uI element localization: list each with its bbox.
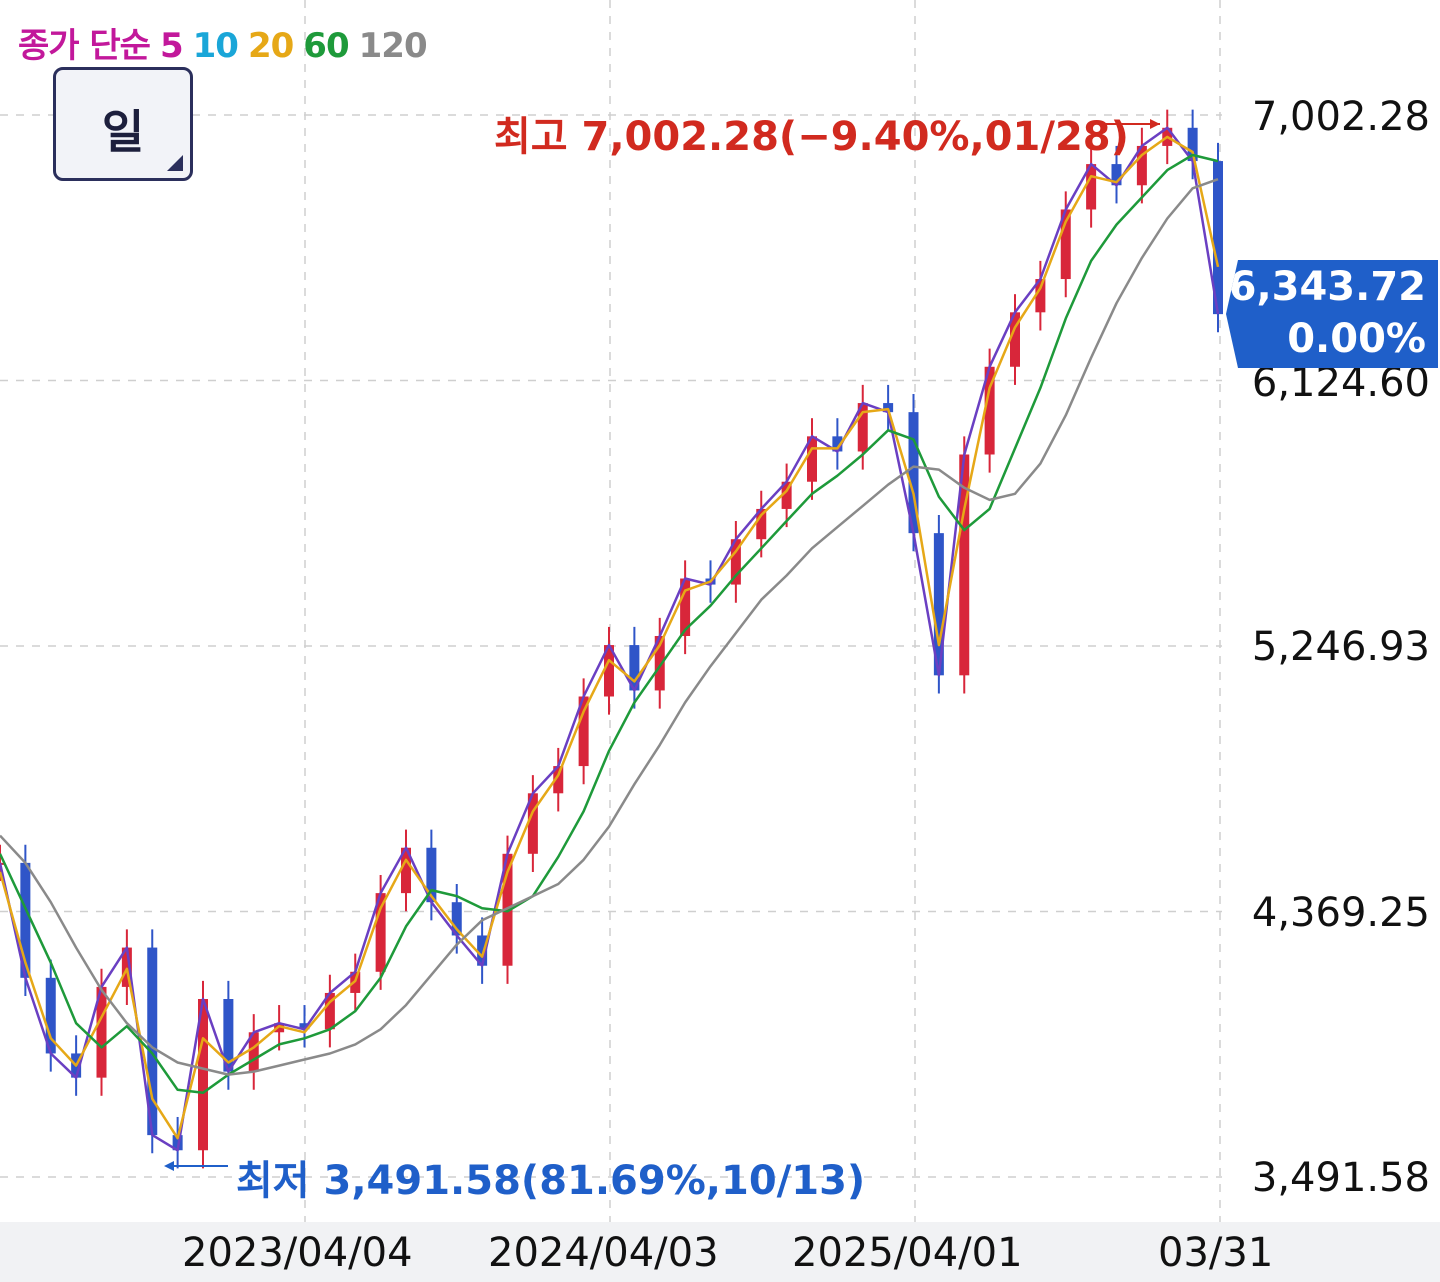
x-tick-label: 03/31 [1158,1230,1274,1276]
candle-body [20,862,31,978]
y-tick-label: 5,246.93 [1251,624,1430,670]
candle-body [959,454,970,676]
y-tick-label: 3,491.58 [1251,1155,1430,1201]
candle-body [426,847,437,903]
current-price-badge: 6,343.72 0.00% [1226,260,1438,368]
candle-body [45,977,56,1054]
candle-body [451,902,462,936]
candle-body [198,999,208,1151]
legend-ma60: 60 [303,26,349,66]
candle-body [1187,127,1198,162]
candle-body [401,847,411,894]
candle-body [1010,312,1020,367]
candle-body [756,508,767,540]
low-annotation: 최저 3,491.58(81.69%,10/13) [236,1158,866,1204]
period-select-button[interactable]: 일 [53,67,193,181]
candle-body [1213,161,1223,315]
candle-body [629,645,640,691]
candle-body [1060,209,1071,280]
candle-body [984,366,995,455]
candle-body [1111,164,1122,186]
legend-ma120: 120 [358,26,428,66]
current-price: 6,343.72 [1228,264,1426,310]
ma-legend: 종가 단순 5 10 20 60 120 [18,18,437,67]
series-line-20 [0,135,1220,1140]
candle-body [832,436,843,452]
candle-body [807,436,817,482]
candle-body [477,935,488,966]
candle-body [883,403,894,413]
candle-body [553,766,564,794]
high-annotation: 최고 7,002.28(−9.40%,01/28) [494,114,1129,160]
y-tick-label: 7,002.28 [1251,94,1430,140]
candle-body [121,947,132,987]
low-arrow-head [164,1161,174,1171]
legend-ma20: 20 [247,26,294,66]
candle-body [502,853,513,966]
high-arrow-head [1150,119,1160,129]
candle-body [299,1023,310,1030]
dropdown-corner-icon [167,155,183,171]
candle-body [0,862,5,865]
candle-body [375,893,386,972]
x-tick-label: 2025/04/01 [792,1230,1023,1276]
series-line-120 [0,178,1219,1076]
candle-body [248,1032,259,1072]
x-tick-label: 2024/04/03 [488,1230,719,1276]
candle-body [96,986,107,1078]
legend-ma5: 5 [159,26,184,66]
candle-body [933,533,944,676]
x-axis-band [0,1222,1440,1282]
y-tick-label: 4,369.25 [1251,890,1430,936]
period-label: 일 [101,105,145,159]
series-line-종가 [0,126,1220,1152]
candle-body [324,992,335,1030]
candle-body [908,412,919,534]
candle-body [223,999,234,1072]
candle-body [781,481,792,509]
candle-body [604,645,614,697]
candle-body [730,539,741,585]
x-tick-label: 2023/04/04 [182,1230,413,1276]
candle-body [527,793,538,854]
legend-ma10: 10 [192,26,239,66]
candle-body [1086,164,1097,210]
legend-prefix: 종가 단순 [18,26,151,66]
candle-body [680,578,691,636]
candle-body [578,696,589,767]
candle-body [1035,279,1046,313]
current-change: 0.00% [1287,316,1426,362]
series-line-60 [0,153,1219,1095]
candle-body [1136,145,1147,186]
candle-body [857,403,868,452]
candle-body [654,635,665,691]
candle-body [147,947,158,1136]
